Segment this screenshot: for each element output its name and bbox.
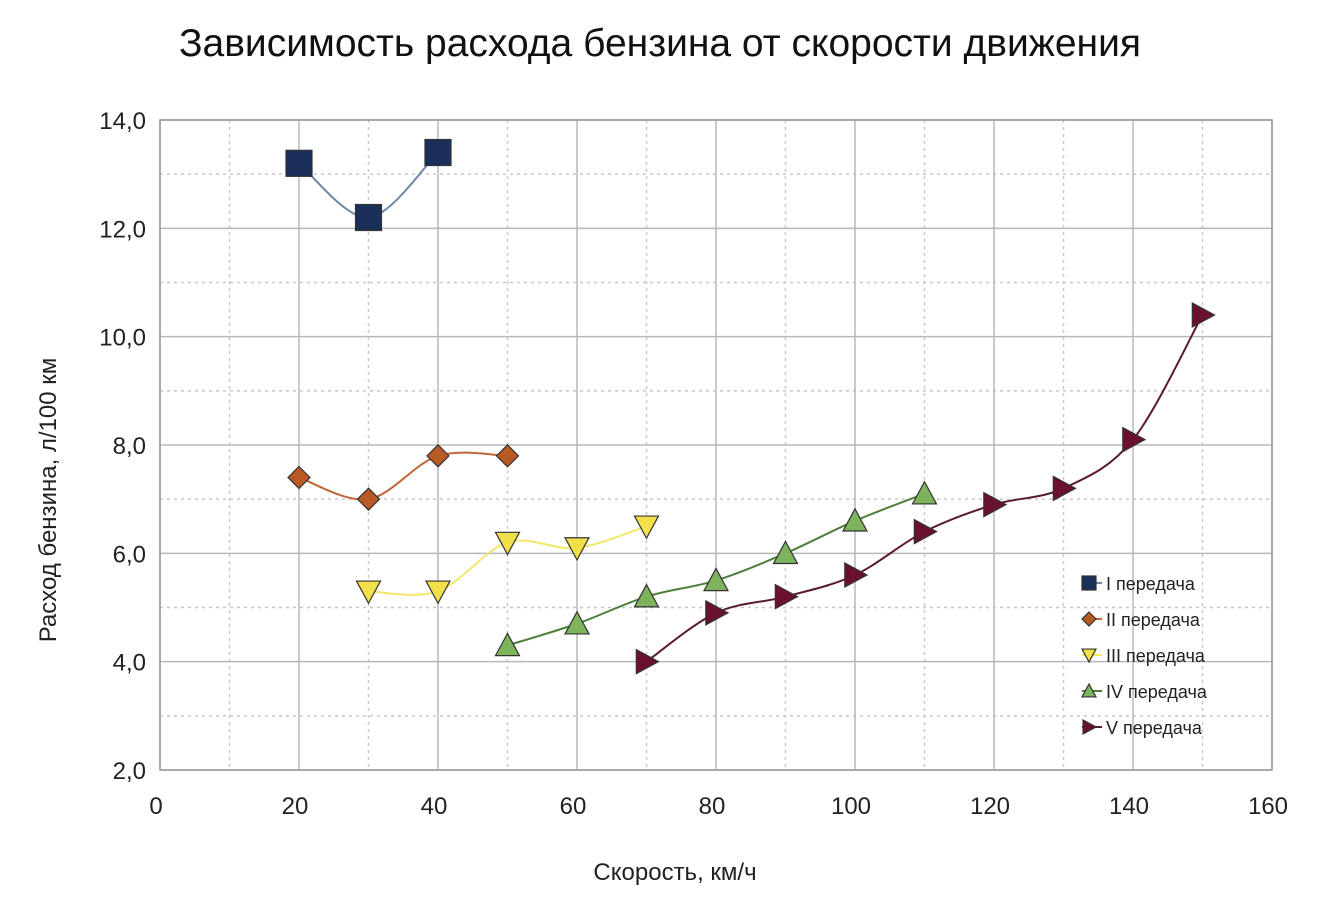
legend-item: I передача (1081, 574, 1196, 594)
axes: 0 20 40 60 80 100 120 140 160 2,0 4,0 6,0 8,0 10,0 12,… (99, 108, 1288, 820)
legend-item: III передача (1080, 646, 1206, 666)
legend-marker (1082, 718, 1098, 736)
data-point (911, 480, 938, 505)
data-point (563, 537, 591, 562)
data-point (1052, 475, 1077, 502)
legend-marker (1081, 575, 1097, 591)
data-point (285, 149, 313, 177)
x-tick-label: 60 (560, 793, 587, 820)
legend-marker (1081, 611, 1097, 627)
x-tick-label: 0 (149, 793, 162, 820)
data-point (494, 632, 521, 657)
y-tick-label: 8,0 (113, 433, 146, 460)
series-4 (494, 480, 938, 657)
data-point (774, 583, 799, 610)
data-point (563, 610, 591, 635)
x-axis-label: Скорость, км/ч (593, 859, 756, 886)
data-point (426, 443, 450, 468)
series-5 (635, 301, 1216, 675)
y-tick-label: 10,0 (99, 325, 146, 352)
x-tick-label: 140 (1109, 793, 1149, 820)
y-tick-label: 14,0 (99, 108, 146, 135)
legend: I передача II передача III передача IV пере… (1080, 574, 1208, 738)
y-tick-label: 12,0 (99, 216, 146, 243)
data-point (495, 443, 520, 468)
legend-label: IV передача (1106, 682, 1208, 702)
data-point (633, 515, 660, 540)
data-point (287, 465, 311, 490)
legend-label: I передача (1106, 574, 1196, 594)
data-point (355, 580, 382, 605)
data-point (1122, 426, 1147, 453)
y-axis-label: Расход бензина, л/100 км (35, 358, 62, 643)
legend-label: II передача (1106, 610, 1201, 630)
x-tick-label: 160 (1248, 793, 1288, 820)
series-layer (285, 138, 1216, 675)
legend-marker (1080, 682, 1098, 698)
chart-title: Зависимость расхода бензина от скорости … (179, 22, 1141, 65)
data-point (1191, 301, 1216, 329)
data-point (983, 491, 1008, 518)
legend-label: III передача (1106, 646, 1206, 666)
legend-item: V передача (1082, 718, 1203, 738)
x-tick-label: 100 (831, 793, 871, 820)
legend-item: IV передача (1080, 682, 1208, 702)
x-tick-label: 120 (970, 793, 1010, 820)
data-point (702, 567, 730, 592)
series-2 (287, 443, 520, 512)
legend-label: V передача (1106, 718, 1203, 738)
data-point (705, 599, 730, 626)
data-point (354, 203, 383, 232)
data-point (635, 648, 660, 675)
y-tick-label: 6,0 (113, 541, 146, 568)
y-tick-label: 4,0 (113, 650, 146, 677)
legend-marker (1080, 648, 1098, 664)
data-point (772, 540, 799, 565)
y-tick-label: 2,0 (113, 758, 146, 785)
data-point (913, 518, 938, 545)
series-3 (355, 515, 660, 605)
x-tick-label: 80 (699, 793, 726, 820)
x-tick-label: 20 (282, 793, 309, 820)
data-point (424, 138, 452, 167)
data-point (494, 531, 521, 556)
series-line (298, 451, 508, 501)
data-point (356, 487, 381, 512)
plot-border (159, 119, 1273, 771)
x-tick-label: 40 (421, 793, 448, 820)
data-point (844, 561, 869, 589)
data-point (841, 507, 869, 532)
data-point (633, 583, 660, 608)
legend-item: II передача (1081, 610, 1201, 630)
series-1 (285, 138, 452, 232)
data-point (424, 580, 452, 605)
